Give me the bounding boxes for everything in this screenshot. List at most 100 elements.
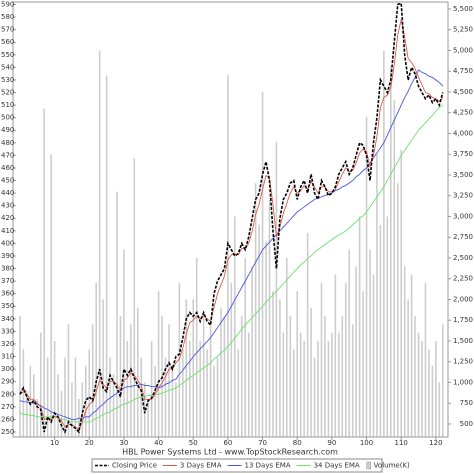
volume-bar bbox=[216, 357, 219, 437]
volume-bar bbox=[91, 324, 94, 437]
y2-tick-label: 3,000 bbox=[453, 212, 473, 220]
series-line bbox=[19, 2, 444, 434]
volume-bar bbox=[171, 365, 174, 437]
volume-bar bbox=[279, 299, 281, 437]
volume-bar bbox=[310, 307, 312, 437]
volume-bar bbox=[88, 349, 91, 437]
y2-tick-label: 2,000 bbox=[453, 295, 473, 303]
volume-bar bbox=[168, 324, 170, 437]
x-tick-label: 80 bbox=[293, 439, 302, 447]
x-tick-label: 20 bbox=[85, 439, 94, 447]
volume-bar bbox=[247, 332, 250, 437]
lines bbox=[19, 2, 444, 434]
volume-bar bbox=[286, 257, 288, 437]
volume-bar bbox=[386, 216, 389, 437]
volume-bar bbox=[227, 75, 229, 437]
y-tick-label: 520 bbox=[1, 89, 14, 97]
volume-bar bbox=[424, 282, 427, 437]
volume-bar bbox=[234, 216, 236, 437]
y-tick-label: 380 bbox=[1, 265, 14, 273]
volume-bar bbox=[338, 332, 340, 437]
volume-bar bbox=[410, 274, 413, 437]
y2-tick-label: 2,500 bbox=[453, 254, 473, 262]
y2-tick-label: 1,500 bbox=[453, 337, 473, 345]
volume-bar bbox=[213, 365, 215, 437]
x-tick-label: 120 bbox=[429, 439, 442, 447]
volume-bar bbox=[372, 274, 375, 437]
y2-tick-label: 3,750 bbox=[453, 150, 473, 158]
y2-tick-label: 2,750 bbox=[453, 233, 473, 241]
y-tick-label: 260 bbox=[1, 415, 14, 423]
x-tick-label: 100 bbox=[360, 439, 373, 447]
volume-bar bbox=[22, 349, 25, 437]
volume-bar bbox=[178, 282, 181, 437]
y-tick-label: 580 bbox=[1, 13, 14, 21]
volume-bar bbox=[95, 282, 97, 437]
volume-bar bbox=[268, 199, 271, 437]
volume-bar bbox=[116, 191, 118, 437]
y-tick-label: 470 bbox=[1, 151, 14, 159]
legend-label: 34 Days EMA bbox=[314, 462, 360, 470]
volume-bar bbox=[403, 266, 406, 437]
volume-bar bbox=[289, 316, 292, 437]
y2-tick-label: 3,500 bbox=[453, 171, 473, 179]
volume-bar bbox=[185, 299, 188, 437]
volume-bar bbox=[130, 324, 132, 437]
y-tick-label: 460 bbox=[1, 164, 14, 172]
volume-bar bbox=[112, 374, 115, 437]
volume-bar bbox=[282, 332, 285, 437]
plot-frame bbox=[12, 1, 449, 438]
y-tick-label: 340 bbox=[1, 315, 14, 323]
y2-tick-label: 1,000 bbox=[453, 378, 473, 386]
y2-tick-label: 5,500 bbox=[453, 5, 473, 13]
volume-bar bbox=[303, 340, 305, 437]
y-tick-label: 370 bbox=[1, 277, 14, 285]
volume-bar bbox=[348, 249, 350, 437]
volume-bar bbox=[421, 340, 423, 437]
volume-bar bbox=[192, 299, 195, 437]
y-tick-label: 270 bbox=[1, 403, 14, 411]
volume-bar bbox=[43, 108, 45, 438]
volume-bar bbox=[67, 324, 70, 437]
volume-bar bbox=[140, 357, 143, 437]
x-tick-label: 50 bbox=[189, 439, 198, 447]
volume-bar bbox=[376, 154, 378, 437]
y-tick-label: 280 bbox=[1, 390, 14, 398]
volume-bar bbox=[109, 357, 111, 437]
legend-swatch bbox=[366, 461, 371, 470]
volume-bar bbox=[26, 390, 28, 437]
volume-bar bbox=[334, 274, 337, 437]
series-line bbox=[19, 104, 444, 423]
x-tick-label: 10 bbox=[50, 439, 59, 447]
y2-tick-label: 4,750 bbox=[453, 67, 473, 75]
volume-bar bbox=[324, 316, 326, 437]
y-tick-label: 560 bbox=[1, 38, 14, 46]
volume-bar bbox=[33, 374, 35, 437]
volume-bar bbox=[306, 233, 309, 437]
y-tick-label: 360 bbox=[1, 290, 14, 298]
volume-bar bbox=[126, 340, 129, 437]
volume-bar bbox=[261, 91, 264, 438]
volume-bar bbox=[240, 316, 243, 437]
y2-tick-label: 5,000 bbox=[453, 46, 473, 54]
volume-bar bbox=[292, 349, 295, 437]
volume-bar bbox=[209, 324, 212, 437]
volume-bar bbox=[299, 332, 302, 437]
volume-bar bbox=[362, 291, 364, 437]
volume-bar bbox=[154, 365, 156, 437]
volume-bar bbox=[50, 154, 52, 437]
volume-bar bbox=[369, 249, 371, 437]
volume-bar bbox=[365, 116, 368, 437]
legend-label: Closing Price bbox=[112, 462, 157, 470]
y2-tick-label: 4,000 bbox=[453, 129, 473, 137]
volume-bar bbox=[275, 141, 278, 437]
volume-bar bbox=[438, 382, 441, 437]
volume-bar bbox=[442, 324, 444, 437]
y-tick-label: 590 bbox=[1, 1, 14, 9]
y2-tick-label: 5,250 bbox=[453, 26, 473, 34]
y-tick-label: 300 bbox=[1, 365, 14, 373]
volume-bar bbox=[223, 316, 226, 437]
y-tick-label: 530 bbox=[1, 76, 14, 84]
legend-label: Volume(K) bbox=[374, 462, 410, 470]
volume-bar bbox=[123, 249, 125, 437]
